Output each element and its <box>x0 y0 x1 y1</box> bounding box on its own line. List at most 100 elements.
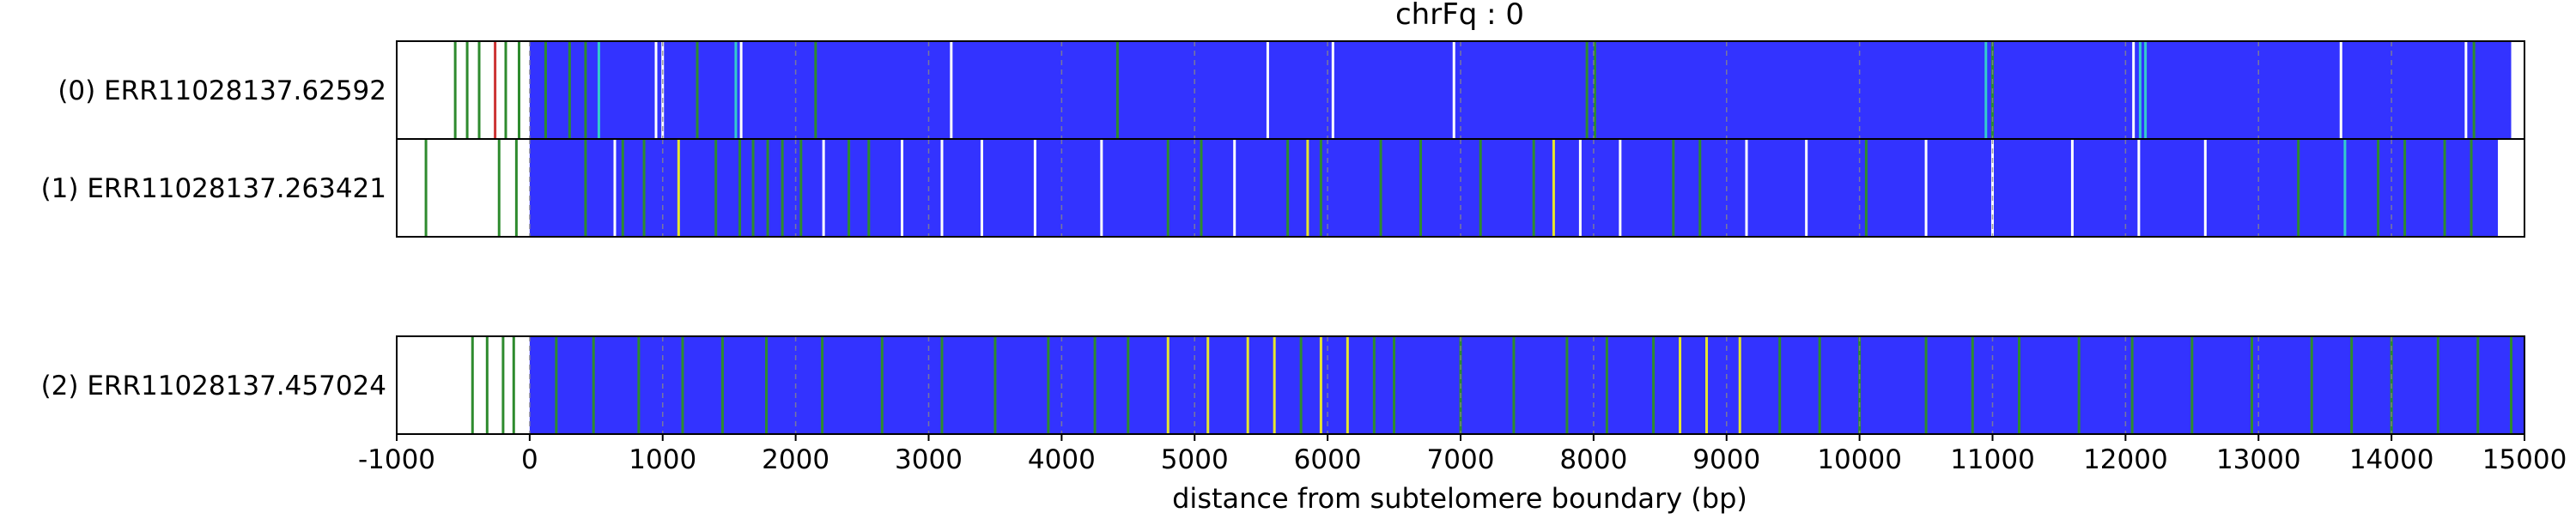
call-band <box>1593 41 1596 139</box>
call-band <box>2017 336 2020 434</box>
call-band <box>1393 336 1396 434</box>
call-band <box>1552 139 1555 237</box>
read-base-segment <box>529 41 2512 139</box>
x-tick-label: 7000 <box>1427 444 1495 475</box>
x-tick-label: 11000 <box>1950 444 2035 475</box>
x-tick-label: 9000 <box>1692 444 1760 475</box>
call-band <box>485 336 489 434</box>
call-band <box>1971 336 1974 434</box>
call-band <box>1578 139 1582 237</box>
call-band <box>2403 139 2407 237</box>
call-band <box>1864 139 1868 237</box>
call-band <box>2144 41 2148 139</box>
call-band <box>1093 336 1097 434</box>
call-band <box>1033 139 1036 237</box>
call-band <box>1984 41 1988 139</box>
x-axis-label: distance from subtelomere boundary (bp) <box>1172 482 1747 515</box>
call-band <box>1672 139 1675 237</box>
call-band <box>940 336 944 434</box>
call-band <box>2138 41 2142 139</box>
call-band <box>2203 139 2207 237</box>
call-band <box>1331 41 1334 139</box>
call-band <box>1532 139 1535 237</box>
call-band <box>621 139 624 237</box>
call-band <box>781 139 784 237</box>
call-band <box>720 336 724 434</box>
chart-title: chrFq : 0 <box>1395 0 1524 32</box>
call-band <box>940 139 944 237</box>
call-band <box>1306 139 1309 237</box>
call-band <box>514 139 518 237</box>
x-tick-label: 5000 <box>1161 444 1229 475</box>
read-base-segment <box>529 139 2499 237</box>
call-band <box>1346 336 1349 434</box>
call-band <box>822 139 825 237</box>
call-band <box>2436 336 2439 434</box>
x-tick-label: 12000 <box>2083 444 2168 475</box>
call-band <box>821 336 824 434</box>
call-band <box>1115 41 1119 139</box>
call-band <box>1299 336 1303 434</box>
call-band <box>597 41 600 139</box>
call-band <box>714 139 718 237</box>
call-band <box>424 139 428 237</box>
call-band <box>1818 336 1821 434</box>
call-band <box>1679 336 1682 434</box>
call-band <box>677 139 680 237</box>
call-band <box>1452 41 1455 139</box>
call-band <box>765 336 769 434</box>
call-band <box>1479 139 1482 237</box>
call-band <box>1233 139 1236 237</box>
call-band <box>1166 336 1170 434</box>
call-band <box>2339 41 2342 139</box>
call-band <box>901 139 904 237</box>
x-tick-label: 13000 <box>2216 444 2301 475</box>
call-band <box>1924 139 1928 237</box>
call-band <box>814 41 817 139</box>
call-band <box>1200 139 1203 237</box>
call-band <box>766 139 769 237</box>
read-label: (2) ERR11028137.457024 <box>41 371 386 401</box>
call-band <box>739 41 743 139</box>
call-band <box>592 336 595 434</box>
call-band <box>642 139 646 237</box>
call-band <box>2343 139 2347 237</box>
x-tick-label: 8000 <box>1559 444 1627 475</box>
call-band <box>453 41 457 139</box>
read-label: (0) ERR11028137.62592 <box>58 75 386 106</box>
read-panel: (0) ERR11028137.62592 <box>58 40 2525 140</box>
call-band <box>1100 139 1103 237</box>
call-band <box>1047 336 1050 434</box>
read-panel: (2) ERR11028137.457024 <box>41 335 2525 435</box>
call-band <box>512 336 515 434</box>
call-band <box>555 336 558 434</box>
x-tick-label: 14000 <box>2349 444 2434 475</box>
call-band <box>1266 41 1269 139</box>
call-band <box>2130 336 2134 434</box>
call-band <box>1738 336 1741 434</box>
call-band <box>1273 336 1276 434</box>
call-band <box>880 336 884 434</box>
call-band <box>1127 336 1130 434</box>
call-band <box>1585 41 1589 139</box>
call-band <box>501 336 505 434</box>
call-band <box>1745 139 1748 237</box>
call-band <box>497 139 501 237</box>
call-band <box>544 41 547 139</box>
x-tick-label: -1000 <box>358 444 435 475</box>
call-band <box>1805 139 1808 237</box>
call-band <box>1379 139 1382 237</box>
call-band <box>584 41 587 139</box>
call-band <box>1605 336 1608 434</box>
x-axis: -1000 0 1000 2000 3000 4000 5000 6000 7000 8000 90… <box>358 434 2567 475</box>
call-band <box>1698 139 1702 237</box>
call-band <box>1286 139 1290 237</box>
call-band <box>517 41 520 139</box>
x-tick-label: 15000 <box>2482 444 2567 475</box>
call-band <box>504 41 507 139</box>
x-tick-label: 0 <box>521 444 538 475</box>
call-band <box>2472 41 2476 139</box>
call-band <box>2070 139 2074 237</box>
call-band <box>1246 336 1249 434</box>
